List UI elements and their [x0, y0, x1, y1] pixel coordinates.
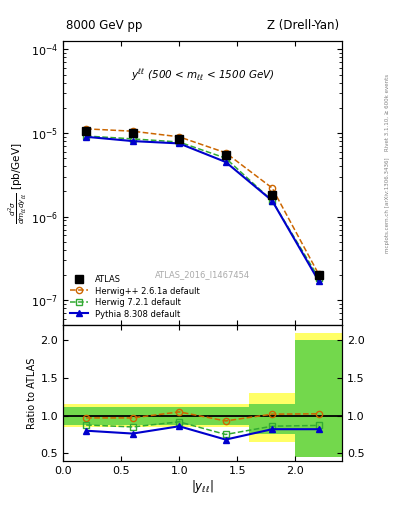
Herwig++ 2.6.1a default — [177, 134, 182, 140]
Bar — [249, 404, 296, 435]
Bar — [109, 407, 156, 424]
Herwig 7.2.1 default — [316, 275, 321, 281]
Bar — [63, 404, 109, 427]
Text: $y^{\ell\ell}$ (500 < $m_{\ell\ell}$ < 1500 GeV): $y^{\ell\ell}$ (500 < $m_{\ell\ell}$ < 1… — [130, 67, 274, 83]
Line: ATLAS: ATLAS — [82, 127, 323, 279]
Line: Herwig 7.2.1 default: Herwig 7.2.1 default — [83, 133, 322, 281]
ATLAS — [316, 272, 321, 278]
ATLAS — [130, 130, 135, 136]
Bar — [296, 340, 342, 457]
Pythia 8.308 default — [316, 278, 321, 284]
Bar — [156, 407, 202, 424]
Herwig++ 2.6.1a default — [84, 126, 88, 132]
Bar — [202, 404, 249, 427]
Text: Rivet 3.1.10, ≥ 600k events: Rivet 3.1.10, ≥ 600k events — [385, 74, 390, 151]
Herwig 7.2.1 default — [130, 136, 135, 142]
Bar — [249, 393, 296, 442]
X-axis label: $|y_{\ell\ell}|$: $|y_{\ell\ell}|$ — [191, 478, 214, 496]
Herwig 7.2.1 default — [84, 133, 88, 139]
Herwig 7.2.1 default — [223, 155, 228, 161]
Herwig++ 2.6.1a default — [130, 128, 135, 134]
ATLAS — [177, 136, 182, 142]
Bar — [156, 404, 202, 427]
Bar — [63, 407, 109, 424]
Bar — [202, 407, 249, 424]
Herwig 7.2.1 default — [177, 139, 182, 145]
Text: ATLAS_2016_I1467454: ATLAS_2016_I1467454 — [155, 270, 250, 279]
Text: mcplots.cern.ch [arXiv:1306.3436]: mcplots.cern.ch [arXiv:1306.3436] — [385, 157, 390, 252]
Herwig++ 2.6.1a default — [270, 185, 275, 191]
Pythia 8.308 default — [223, 159, 228, 165]
Line: Herwig++ 2.6.1a default: Herwig++ 2.6.1a default — [83, 126, 322, 278]
Pythia 8.308 default — [177, 140, 182, 146]
ATLAS — [270, 192, 275, 198]
Pythia 8.308 default — [84, 134, 88, 140]
Bar — [296, 333, 342, 457]
Bar — [109, 404, 156, 427]
Y-axis label: Ratio to ATLAS: Ratio to ATLAS — [28, 357, 37, 429]
Text: Z (Drell-Yan): Z (Drell-Yan) — [267, 19, 339, 32]
Legend: ATLAS, Herwig++ 2.6.1a default, Herwig 7.2.1 default, Pythia 8.308 default: ATLAS, Herwig++ 2.6.1a default, Herwig 7… — [67, 273, 202, 321]
Pythia 8.308 default — [130, 138, 135, 144]
Herwig++ 2.6.1a default — [316, 271, 321, 278]
Herwig++ 2.6.1a default — [223, 150, 228, 156]
ATLAS — [223, 152, 228, 158]
Y-axis label: $\frac{d^2\sigma}{dm_{\ell\ell}dy_{\ell\ell}}$ [pb/GeV]: $\frac{d^2\sigma}{dm_{\ell\ell}dy_{\ell\… — [7, 142, 28, 224]
Text: 8000 GeV pp: 8000 GeV pp — [66, 19, 142, 32]
Line: Pythia 8.308 default: Pythia 8.308 default — [83, 134, 322, 284]
Pythia 8.308 default — [270, 198, 275, 204]
ATLAS — [84, 128, 88, 134]
Herwig 7.2.1 default — [270, 198, 275, 204]
